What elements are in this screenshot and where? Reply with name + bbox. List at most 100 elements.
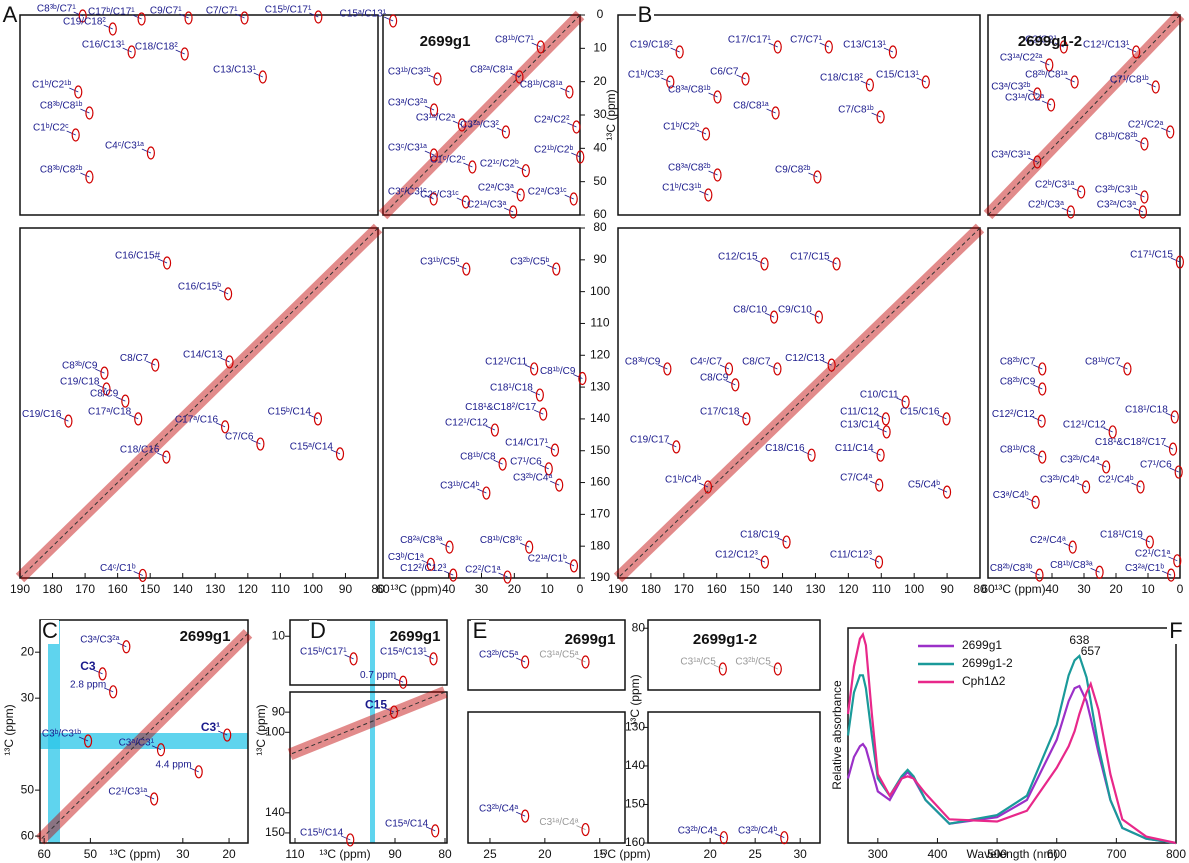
- peak-label: C3²ᵇ/C4ᵇ: [1040, 475, 1079, 486]
- x-axis-label: ¹³C (ppm): [109, 847, 160, 861]
- peak-label: C3¹ᵇ/C4ᵇ: [440, 481, 479, 492]
- y-tick-label: 160: [625, 835, 645, 849]
- peak: [832, 257, 841, 271]
- leader: [308, 414, 319, 420]
- panel-letter: C: [42, 618, 58, 643]
- leader: [883, 47, 894, 53]
- x-tick-label: 100: [904, 582, 924, 596]
- x-tick-label: 90: [940, 582, 954, 596]
- leader: [157, 452, 167, 458]
- peak: [240, 11, 249, 25]
- peak: [521, 164, 530, 178]
- leader: [220, 357, 230, 363]
- peak: [701, 127, 711, 141]
- peak: [127, 45, 136, 59]
- leader: [1065, 77, 1075, 83]
- leader: [539, 464, 549, 470]
- legend-label: Cph1Δ2: [962, 674, 1006, 688]
- leader: [871, 450, 881, 456]
- peak-label: C17/C17¹: [728, 35, 771, 46]
- peak-label: C1ᵇ/C2ᶜ: [33, 123, 69, 134]
- peak-label: C8²ᵇ/C8³ᵇ: [990, 563, 1033, 574]
- leader: [1041, 100, 1052, 106]
- peak: [399, 675, 408, 689]
- peak-label: C17/C15: [790, 252, 830, 263]
- leader: [426, 826, 436, 832]
- leader: [896, 397, 906, 403]
- leader: [1040, 60, 1050, 66]
- x-tick-label: 130: [805, 582, 825, 596]
- letter-bg: [471, 620, 489, 644]
- x-tick-label: 180: [43, 582, 63, 596]
- plot-frame: [289, 619, 448, 686]
- y-tick-label: 10: [272, 628, 286, 642]
- peak: [530, 362, 539, 376]
- peak-label: C13/C14: [840, 420, 880, 431]
- peak-label: C19/C17: [630, 435, 670, 446]
- peak-label: C7/C4ᵃ: [840, 473, 872, 484]
- peak-label: C8²ᵇ/C8¹ᵃ: [1025, 70, 1068, 81]
- leader: [1028, 89, 1038, 95]
- peak: [462, 262, 471, 276]
- peak-label: C15/C16: [900, 407, 940, 418]
- peak: [521, 655, 530, 669]
- leader: [1161, 570, 1172, 576]
- leader: [755, 557, 766, 563]
- x-tick-label: 90: [388, 847, 402, 861]
- x-tick-label: 50: [84, 847, 98, 861]
- peak: [85, 106, 94, 120]
- peak-label: C3²ᵇ/C5ᵃ: [479, 650, 518, 661]
- leader: [104, 687, 114, 693]
- leader: [520, 542, 530, 548]
- panel-title: 2699g1: [390, 628, 441, 645]
- peak: [156, 743, 166, 757]
- peak: [719, 831, 728, 845]
- leader: [869, 557, 880, 563]
- peak: [482, 486, 491, 500]
- y-tick-label: 100: [265, 724, 285, 738]
- x-tick-label: 0: [577, 582, 584, 596]
- leader: [117, 642, 127, 648]
- panel-title: 2699g1: [565, 631, 616, 648]
- peak: [429, 192, 438, 206]
- peak: [150, 792, 159, 806]
- peak-label: C18¹/C18: [1125, 405, 1168, 416]
- x-tick-label: 20: [538, 847, 552, 861]
- x-tick-label: 400: [927, 847, 947, 861]
- peak-label: C13/C13¹: [843, 40, 886, 51]
- peak: [1132, 45, 1141, 59]
- x-tick-label: 25: [748, 847, 762, 861]
- peak-label: C8³ᵇ/C8¹ᵇ: [40, 101, 83, 112]
- peak-label: C7¹/C8¹ᵇ: [1110, 75, 1149, 86]
- x-tick-label: 30: [1077, 582, 1091, 596]
- peak-label: C12/C13: [785, 353, 825, 364]
- peak: [550, 443, 560, 457]
- plot-frame: [647, 619, 821, 691]
- peak-label: C12²/C12³: [400, 563, 447, 574]
- peak-label: C3²ᵇ/C4ᵃ: [1060, 455, 1099, 466]
- plot-frame: [987, 14, 1181, 216]
- peak: [1151, 80, 1160, 94]
- peak-label: C13/C13¹: [213, 65, 256, 76]
- peak-label: C9/C8²ᵇ: [775, 165, 811, 176]
- peak-label: C3ᵃ/C4ᵇ: [993, 490, 1029, 501]
- peak: [313, 412, 323, 426]
- peak-label: C3ᶜ/C3¹ᶜ: [388, 187, 427, 198]
- peak-label: C3¹ᵃ/C5ᵃ: [539, 650, 578, 661]
- letter-bg: [41, 620, 59, 644]
- peak: [225, 355, 234, 369]
- peak: [1168, 442, 1178, 456]
- leader: [144, 794, 155, 800]
- peak: [742, 412, 751, 426]
- peak: [1081, 480, 1091, 494]
- peak: [782, 535, 791, 549]
- leader: [215, 422, 226, 428]
- peak: [525, 540, 534, 554]
- panel-letter: D: [310, 618, 326, 643]
- peak-label: C4ᶜ/C1ᵇ: [100, 563, 136, 574]
- y-tick-label: 30: [21, 690, 35, 704]
- peak: [346, 833, 355, 847]
- leader: [129, 414, 139, 420]
- x-tick-label: 80: [371, 582, 385, 596]
